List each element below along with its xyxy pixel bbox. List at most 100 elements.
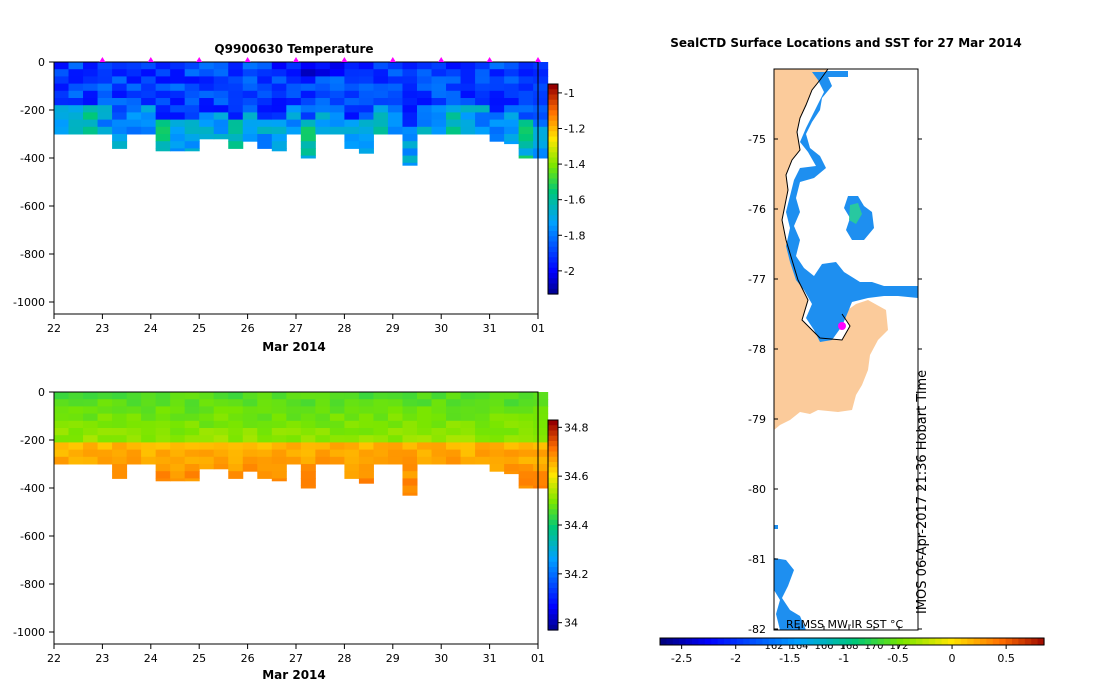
salinity-cell: [431, 428, 447, 436]
temperature-cell: [446, 69, 462, 77]
salinity-cell: [315, 435, 331, 443]
temperature-cell: [112, 105, 128, 113]
temperature-cell: [402, 134, 418, 142]
salinity-cell: [199, 428, 215, 436]
temperature-chart: Q9900630 Temperature 0 -200 -400 -600 -800 -1…: [13, 42, 585, 354]
colorbar-segment: [548, 178, 558, 185]
salinity-cell: [199, 435, 215, 443]
temperature-cell: [271, 83, 287, 92]
temperature-cell: [431, 69, 447, 77]
temperature-cell: [213, 105, 229, 113]
salinity-cell: [329, 399, 345, 407]
salinity-cell: [271, 464, 287, 472]
colorbar-segment: [548, 488, 558, 495]
salinity-cell: [228, 428, 244, 436]
temperature-cell: [475, 83, 491, 92]
temperature-cell: [358, 126, 374, 135]
salinity-cell: [489, 392, 505, 400]
salinity-cell: [518, 478, 534, 487]
salinity-cell: [83, 456, 99, 465]
temperature-cell: [199, 76, 215, 85]
lon-tick-label: 172: [889, 641, 908, 652]
surface-marker: [438, 57, 445, 62]
x-tick-label: 28: [337, 322, 351, 335]
temperature-y-ticks: 0 -200 -400 -600 -800 -1000: [13, 56, 54, 309]
temperature-cell: [431, 126, 447, 135]
salinity-cell: [446, 406, 462, 415]
colorbar-segment: [548, 577, 558, 584]
map-credit: IMOS 06-Apr-2017 21:36 Hobart Time: [915, 370, 930, 614]
temperature-cell: [68, 105, 84, 113]
salinity-cell: [271, 478, 287, 482]
temperature-cell: [242, 69, 258, 77]
salinity-cell: [417, 442, 433, 451]
temperature-cell: [54, 112, 70, 121]
temperature-cell: [112, 112, 128, 121]
temperature-cell: [373, 105, 389, 113]
salinity-cell: [199, 420, 215, 429]
salinity-cell: [257, 428, 273, 436]
map-colorbar-segment: [749, 638, 757, 645]
map-colorbar-tick-label: -0.5: [887, 652, 908, 665]
temperature-cell: [504, 105, 520, 113]
y-tick-label: -800: [20, 578, 45, 591]
x-tick-label: 25: [192, 652, 206, 665]
temperature-cell: [417, 76, 433, 85]
temperature-field: [54, 62, 549, 166]
salinity-cell: [329, 449, 345, 458]
salinity-cell: [242, 399, 258, 407]
colorbar-segment: [548, 183, 558, 190]
temperature-cell: [504, 112, 520, 121]
colorbar-segment: [548, 546, 558, 552]
temperature-cell: [431, 76, 447, 85]
salinity-cell: [228, 464, 244, 472]
temperature-cell: [402, 141, 418, 149]
temperature-cell: [489, 98, 505, 106]
salinity-cell: [126, 392, 142, 400]
temperature-cell: [387, 98, 403, 106]
temperature-cell: [184, 126, 200, 135]
temperature-cell: [126, 90, 142, 99]
salinity-cell: [387, 399, 403, 407]
salinity-cell: [170, 456, 186, 465]
salinity-cell: [431, 420, 447, 429]
temperature-cell: [228, 126, 244, 135]
colorbar-segment: [548, 257, 558, 264]
temperature-cell: [315, 76, 331, 85]
salinity-cell: [54, 456, 70, 465]
temperature-cell: [228, 112, 244, 121]
temperature-cell: [402, 162, 418, 166]
salinity-cell: [155, 449, 171, 458]
salinity-cell: [83, 420, 99, 429]
salinity-cell: [300, 471, 316, 479]
salinity-cell: [358, 464, 374, 472]
salinity-cell: [83, 399, 99, 407]
salinity-cell: [446, 449, 462, 458]
temperature-cell: [257, 112, 273, 121]
y-tick-label: -200: [20, 104, 45, 117]
salinity-cell: [358, 428, 374, 436]
temperature-cell: [199, 83, 215, 92]
salinity-cell: [68, 449, 84, 458]
salinity-cell: [228, 442, 244, 451]
salinity-cell: [242, 449, 258, 458]
seal-location-marker: [838, 322, 846, 330]
temperature-cell: [460, 98, 476, 106]
map-colorbar-segment: [858, 638, 866, 645]
temperature-cell: [344, 98, 360, 106]
salinity-cell: [155, 464, 171, 472]
colorbar-segment: [548, 504, 558, 510]
temperature-cell: [475, 105, 491, 113]
temperature-cell: [533, 112, 549, 121]
temperature-cell: [518, 98, 534, 106]
temperature-cell: [315, 62, 331, 70]
salinity-cell: [431, 449, 447, 458]
salinity-cell: [533, 428, 549, 436]
temperature-cell: [83, 76, 99, 85]
salinity-cell: [402, 464, 418, 472]
temperature-cell: [504, 134, 520, 142]
temperature-cell: [402, 119, 418, 128]
temperature-colorbar: -1 -1.2 -1.4 -1.6 -1.8 -2: [547, 83, 585, 295]
temperature-cell: [358, 69, 374, 77]
colorbar-segment: [548, 483, 558, 489]
